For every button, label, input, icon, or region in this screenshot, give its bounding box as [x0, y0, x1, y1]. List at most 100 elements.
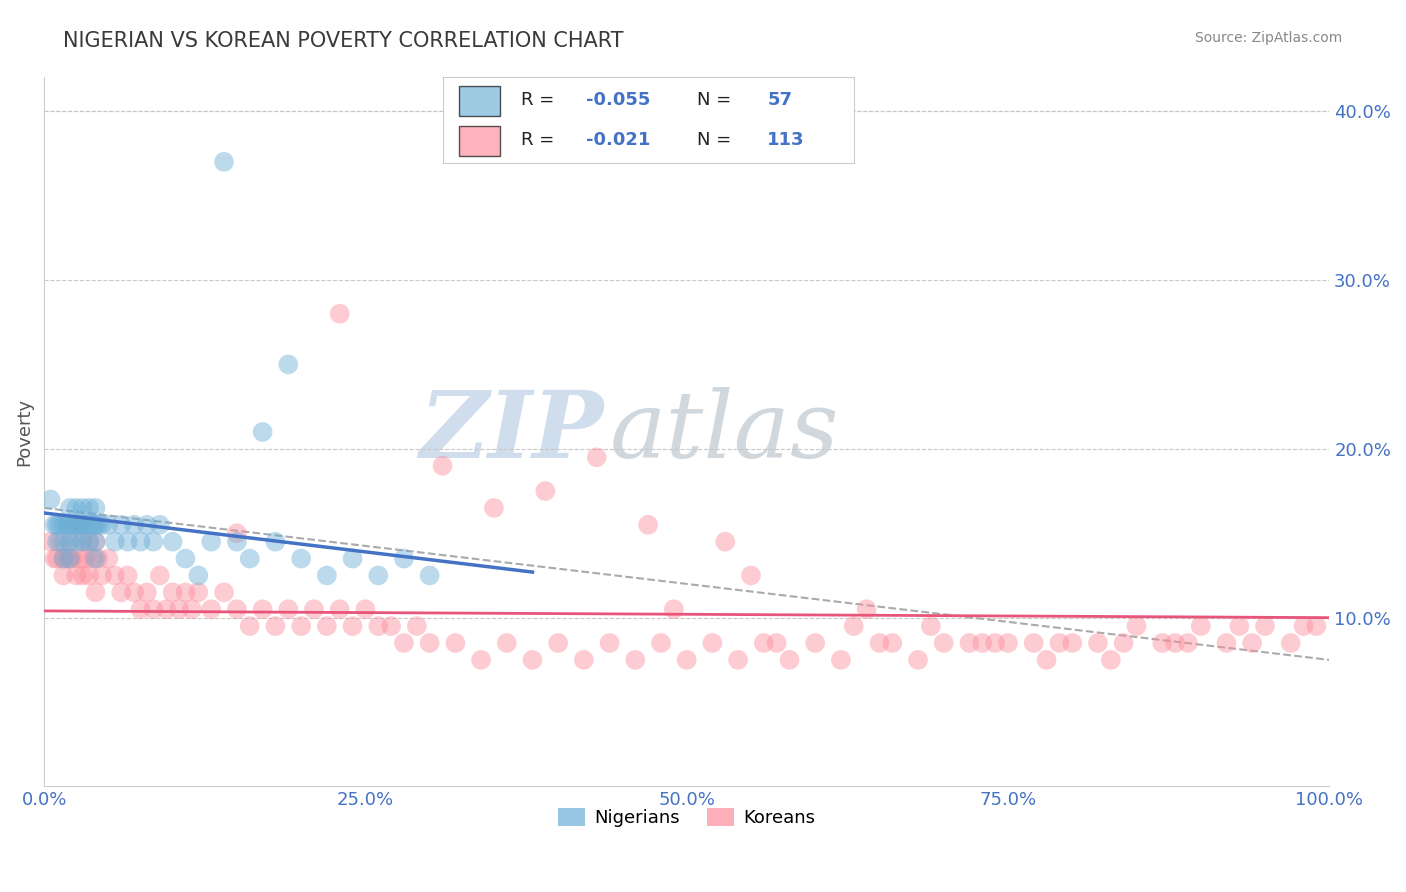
Point [75, 517, 97, 532]
Point [662, 602, 685, 616]
Point [855, 602, 877, 616]
Point [1125, 619, 1147, 633]
Point [984, 636, 1007, 650]
Point [110, 585, 132, 599]
Point [470, 653, 492, 667]
Point [932, 636, 955, 650]
Point [432, 458, 454, 473]
Point [72, 534, 94, 549]
Point [1241, 636, 1264, 650]
Point [167, 602, 190, 616]
Point [52, 534, 75, 549]
Point [72, 500, 94, 515]
Point [650, 636, 672, 650]
Point [129, 534, 152, 549]
Point [56, 517, 79, 532]
Point [72, 534, 94, 549]
Point [69, 517, 91, 532]
Point [174, 551, 197, 566]
Point [264, 619, 287, 633]
Point [342, 619, 364, 633]
Point [1022, 636, 1045, 650]
Legend: Nigerians, Koreans: Nigerians, Koreans [551, 800, 823, 834]
Point [46, 534, 69, 549]
Point [637, 517, 659, 532]
Point [419, 568, 441, 582]
Point [392, 636, 415, 650]
Point [69, 551, 91, 566]
Point [77, 568, 100, 582]
Point [104, 534, 127, 549]
Point [765, 636, 787, 650]
Point [290, 619, 312, 633]
Point [1279, 636, 1302, 650]
Point [48, 517, 70, 532]
Text: atlas: atlas [610, 387, 839, 477]
Point [56, 551, 79, 566]
Point [264, 534, 287, 549]
Point [277, 358, 299, 372]
Point [1254, 619, 1277, 633]
Point [52, 551, 75, 566]
Point [290, 551, 312, 566]
Point [39, 534, 62, 549]
Point [77, 500, 100, 515]
Point [1164, 636, 1187, 650]
Point [52, 551, 75, 566]
Point [84, 551, 107, 566]
Point [65, 517, 87, 532]
Point [122, 585, 145, 599]
Point [77, 517, 100, 532]
Point [1227, 619, 1250, 633]
Point [174, 585, 197, 599]
Point [104, 568, 127, 582]
Point [59, 517, 82, 532]
Point [129, 602, 152, 616]
Point [135, 585, 157, 599]
Point [957, 636, 980, 650]
Point [44, 517, 66, 532]
Point [342, 551, 364, 566]
Point [329, 602, 352, 616]
Point [1292, 619, 1315, 633]
Point [72, 568, 94, 582]
Point [212, 154, 235, 169]
Point [75, 551, 97, 566]
Point [52, 568, 75, 582]
Point [59, 534, 82, 549]
Point [135, 517, 157, 532]
Point [91, 517, 114, 532]
Point [972, 636, 994, 650]
Point [1305, 619, 1327, 633]
Point [60, 551, 83, 566]
Point [77, 534, 100, 549]
Point [44, 551, 66, 566]
Point [117, 568, 139, 582]
Point [65, 534, 87, 549]
Point [1177, 636, 1199, 650]
Point [39, 492, 62, 507]
Y-axis label: Poverty: Poverty [15, 398, 32, 466]
Point [727, 653, 749, 667]
Point [162, 534, 184, 549]
Point [482, 500, 505, 515]
Point [1099, 653, 1122, 667]
Point [59, 551, 82, 566]
Point [252, 602, 274, 616]
Point [149, 568, 172, 582]
Point [84, 534, 107, 549]
Point [1112, 636, 1135, 650]
Point [82, 551, 104, 566]
Point [779, 653, 801, 667]
Point [239, 551, 262, 566]
Point [97, 551, 120, 566]
Point [65, 568, 87, 582]
Point [72, 517, 94, 532]
Point [142, 602, 165, 616]
Point [444, 636, 467, 650]
Point [239, 619, 262, 633]
Point [1047, 636, 1070, 650]
Point [117, 534, 139, 549]
Point [84, 517, 107, 532]
Point [714, 534, 737, 549]
